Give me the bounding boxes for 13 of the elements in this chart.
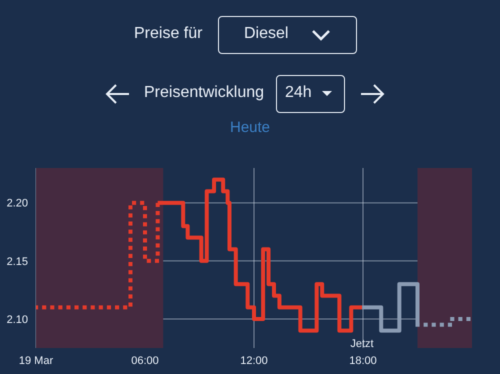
x-tick-label: 06:00 bbox=[131, 354, 159, 367]
y-tick-label: 2.15 bbox=[6, 256, 28, 268]
y-tick-label: 2.20 bbox=[6, 198, 28, 210]
text: Preisentwicklung bbox=[144, 84, 264, 102]
annotation: Jetzt bbox=[349, 338, 375, 350]
chart-subtitle: Heute bbox=[228, 119, 272, 136]
x-tick-label: 18:00 bbox=[349, 354, 377, 367]
text: 24h bbox=[285, 84, 312, 102]
text: Preise für bbox=[134, 25, 202, 43]
y-tick-label: 2.10 bbox=[6, 314, 28, 326]
x-tick-label: 12:00 bbox=[240, 354, 268, 367]
x-tick-label: 19 Mar bbox=[18, 354, 54, 367]
text: Diesel bbox=[244, 25, 288, 43]
